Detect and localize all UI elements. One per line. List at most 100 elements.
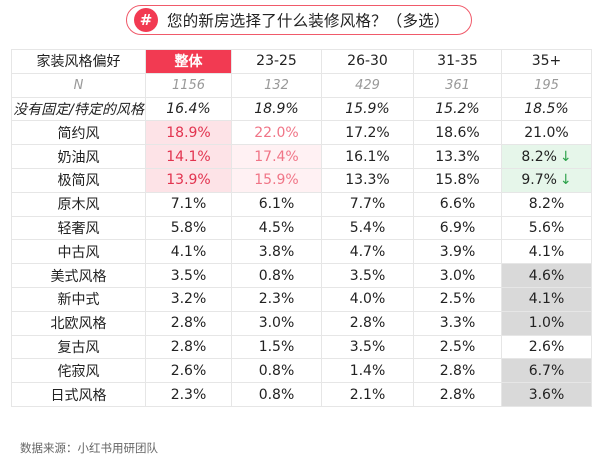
title-banner: # 您的新房选择了什么装修风格？（多选） [126, 5, 472, 35]
row-label: 美式风格 [11, 263, 146, 288]
row-label: 中古风 [11, 239, 146, 265]
value-cell: 6.6% [413, 191, 502, 217]
table-row: 没有固定/特定的风格 16.4% 18.9% 15.9% 15.2% 18.5% [11, 96, 592, 122]
table-row: 极简风 13.9% 15.9% 13.3% 15.8% 9.7% ↓ [11, 167, 592, 193]
row-label: 奶油风 [11, 144, 146, 169]
row-label: 侘寂风 [11, 358, 146, 384]
value-cell: 15.8% [413, 167, 502, 193]
value-cell: 2.8% [413, 382, 502, 407]
table-row: 北欧风格 2.8% 3.0% 2.8% 3.3% 1.0% [11, 310, 592, 336]
value-cell-decrease: 8.2% ↓ [501, 144, 592, 169]
value-cell: 4.1% [501, 239, 592, 265]
table-header-row: 家装风格偏好 整体 23-25 26-30 31-35 35+ [11, 49, 592, 74]
table-row: 奶油风 14.1% 17.4% 16.1% 13.3% 8.2% ↓ [11, 144, 592, 169]
data-source-note: 数据来源：小红书用研团队 [20, 441, 158, 455]
value-cell: 7.7% [321, 191, 414, 217]
row-label: 简约风 [11, 120, 146, 146]
value-cell: 3.9% [413, 239, 502, 265]
value-cell: 18.9% [231, 96, 322, 122]
page-title: 您的新房选择了什么装修风格？（多选） [167, 12, 450, 30]
sample-size-cell: 195 [501, 72, 592, 98]
value-cell: 5.4% [321, 215, 414, 241]
value-cell: 2.8% [145, 334, 232, 360]
row-label: 轻奢风 [11, 215, 146, 241]
value-cell-decrease: 9.7% ↓ [501, 167, 592, 193]
header-cell-overall: 整体 [145, 49, 232, 74]
value-cell: 0.8% [231, 263, 322, 288]
value-cell-highlight: 17.4% [231, 144, 322, 169]
row-label: 原木风 [11, 191, 146, 217]
value-cell: 8.2% [501, 191, 592, 217]
header-cell-age-31-35: 31-35 [413, 49, 502, 74]
table-row: 复古风 2.8% 1.5% 3.5% 2.5% 2.6% [11, 334, 592, 360]
value-cell: 3.5% [321, 334, 414, 360]
value-text: 9.7% [521, 172, 557, 189]
value-cell: 0.8% [231, 358, 322, 384]
value-cell: 16.1% [321, 144, 414, 169]
value-cell: 2.6% [501, 334, 592, 360]
value-cell: 2.8% [321, 310, 414, 336]
value-cell-gray: 1.0% [501, 310, 592, 336]
table-row: 轻奢风 5.8% 4.5% 5.4% 6.9% 5.6% [11, 215, 592, 241]
hash-icon: # [134, 8, 158, 32]
value-cell-highlight: 14.1% [145, 144, 232, 169]
value-cell: 15.2% [413, 96, 502, 122]
value-cell: 2.1% [321, 382, 414, 407]
value-cell: 2.6% [145, 358, 232, 384]
value-cell: 13.3% [321, 167, 414, 193]
value-cell: 2.3% [145, 382, 232, 407]
header-cell-category: 家装风格偏好 [11, 49, 146, 74]
value-cell: 13.3% [413, 144, 502, 169]
sample-size-label: N [11, 72, 146, 98]
value-text: 8.2% [521, 148, 557, 165]
sample-size-cell: 132 [231, 72, 322, 98]
row-label: 新中式 [11, 286, 146, 312]
sample-size-row: N 1156 132 429 361 195 [11, 72, 592, 98]
row-label: 没有固定/特定的风格 [11, 96, 146, 122]
value-cell: 2.8% [145, 310, 232, 336]
value-cell: 7.1% [145, 191, 232, 217]
value-cell: 2.5% [413, 286, 502, 312]
value-cell: 4.1% [145, 239, 232, 265]
value-cell: 4.5% [231, 215, 322, 241]
header-cell-age-26-30: 26-30 [321, 49, 414, 74]
value-cell: 18.5% [501, 96, 592, 122]
value-cell: 6.1% [231, 191, 322, 217]
table-row: 简约风 18.9% 22.0% 17.2% 18.6% 21.0% [11, 120, 592, 146]
value-cell: 5.8% [145, 215, 232, 241]
header-cell-age-35-plus: 35+ [501, 49, 592, 74]
value-cell: 5.6% [501, 215, 592, 241]
sample-size-cell: 361 [413, 72, 502, 98]
value-cell: 3.5% [321, 263, 414, 288]
value-cell: 3.0% [413, 263, 502, 288]
value-cell: 6.9% [413, 215, 502, 241]
value-cell: 17.2% [321, 120, 414, 146]
row-label: 复古风 [11, 334, 146, 360]
table-row: 侘寂风 2.6% 0.8% 1.4% 2.8% 6.7% [11, 358, 592, 384]
value-cell: 1.4% [321, 358, 414, 384]
value-cell: 21.0% [501, 120, 592, 146]
value-cell-gray: 4.6% [501, 263, 592, 288]
sample-size-cell: 1156 [145, 72, 232, 98]
value-cell-highlight: 22.0% [231, 120, 322, 146]
value-cell: 16.4% [145, 96, 232, 122]
style-preference-table: 家装风格偏好 整体 23-25 26-30 31-35 35+ N 1156 1… [11, 49, 592, 407]
value-cell: 4.7% [321, 239, 414, 265]
value-cell: 15.9% [321, 96, 414, 122]
value-cell: 4.0% [321, 286, 414, 312]
table-row: 中古风 4.1% 3.8% 4.7% 3.9% 4.1% [11, 239, 592, 265]
table-row: 日式风格 2.3% 0.8% 2.1% 2.8% 3.6% [11, 382, 592, 407]
table-row: 美式风格 3.5% 0.8% 3.5% 3.0% 4.6% [11, 263, 592, 288]
value-cell-highlight: 13.9% [145, 167, 232, 193]
value-cell-highlight: 15.9% [231, 167, 322, 193]
row-label: 北欧风格 [11, 310, 146, 336]
value-cell: 3.8% [231, 239, 322, 265]
header-cell-age-23-25: 23-25 [231, 49, 322, 74]
value-cell: 3.2% [145, 286, 232, 312]
value-cell-gray: 4.1% [501, 286, 592, 312]
value-cell-gray: 3.6% [501, 382, 592, 407]
value-cell-highlight: 18.9% [145, 120, 232, 146]
value-cell: 0.8% [231, 382, 322, 407]
value-cell: 2.5% [413, 334, 502, 360]
value-cell: 2.3% [231, 286, 322, 312]
